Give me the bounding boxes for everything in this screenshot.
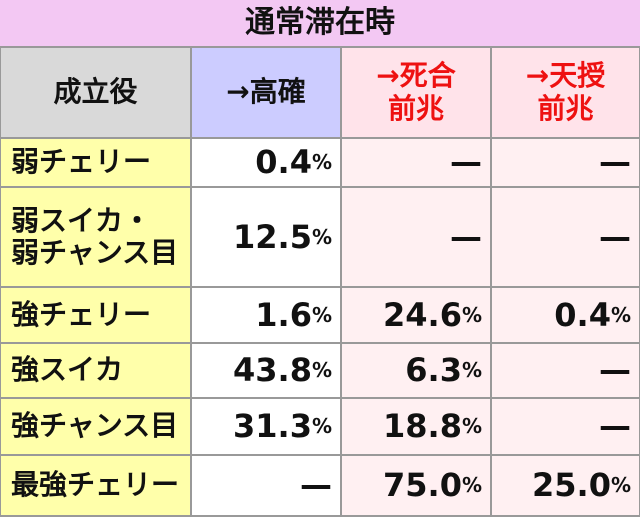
cell: 75.0% xyxy=(342,456,490,515)
cell: 31.3% xyxy=(192,399,340,454)
cell: 24.6% xyxy=(342,288,490,342)
cell: 0.4% xyxy=(192,139,340,186)
row-label: 弱スイカ・ 弱チャンス目 xyxy=(1,188,190,286)
title: 通常滞在時 xyxy=(0,0,640,46)
column-header: 成立役 xyxy=(1,48,190,137)
cell: 12.5% xyxy=(192,188,340,286)
cell: 0.4% xyxy=(492,288,639,342)
cell: — xyxy=(342,188,490,286)
cell: 18.8% xyxy=(342,399,490,454)
cell: — xyxy=(492,139,639,186)
column-header: →死合 前兆 xyxy=(342,48,490,137)
row-label: 弱チェリー xyxy=(1,139,190,186)
cell: — xyxy=(492,188,639,286)
cell: 25.0% xyxy=(492,456,639,515)
cell: — xyxy=(492,399,639,454)
cell: 6.3% xyxy=(342,344,490,397)
cell: 43.8% xyxy=(192,344,340,397)
row-label: 強チャンス目 xyxy=(1,399,190,454)
cell: — xyxy=(192,456,340,515)
cell: 1.6% xyxy=(192,288,340,342)
column-header: →高確 xyxy=(192,48,340,137)
row-label: 強スイカ xyxy=(1,344,190,397)
column-header: →天授 前兆 xyxy=(492,48,639,137)
cell: — xyxy=(492,344,639,397)
row-label: 最強チェリー xyxy=(1,456,190,515)
row-label: 強チェリー xyxy=(1,288,190,342)
cell: — xyxy=(342,139,490,186)
